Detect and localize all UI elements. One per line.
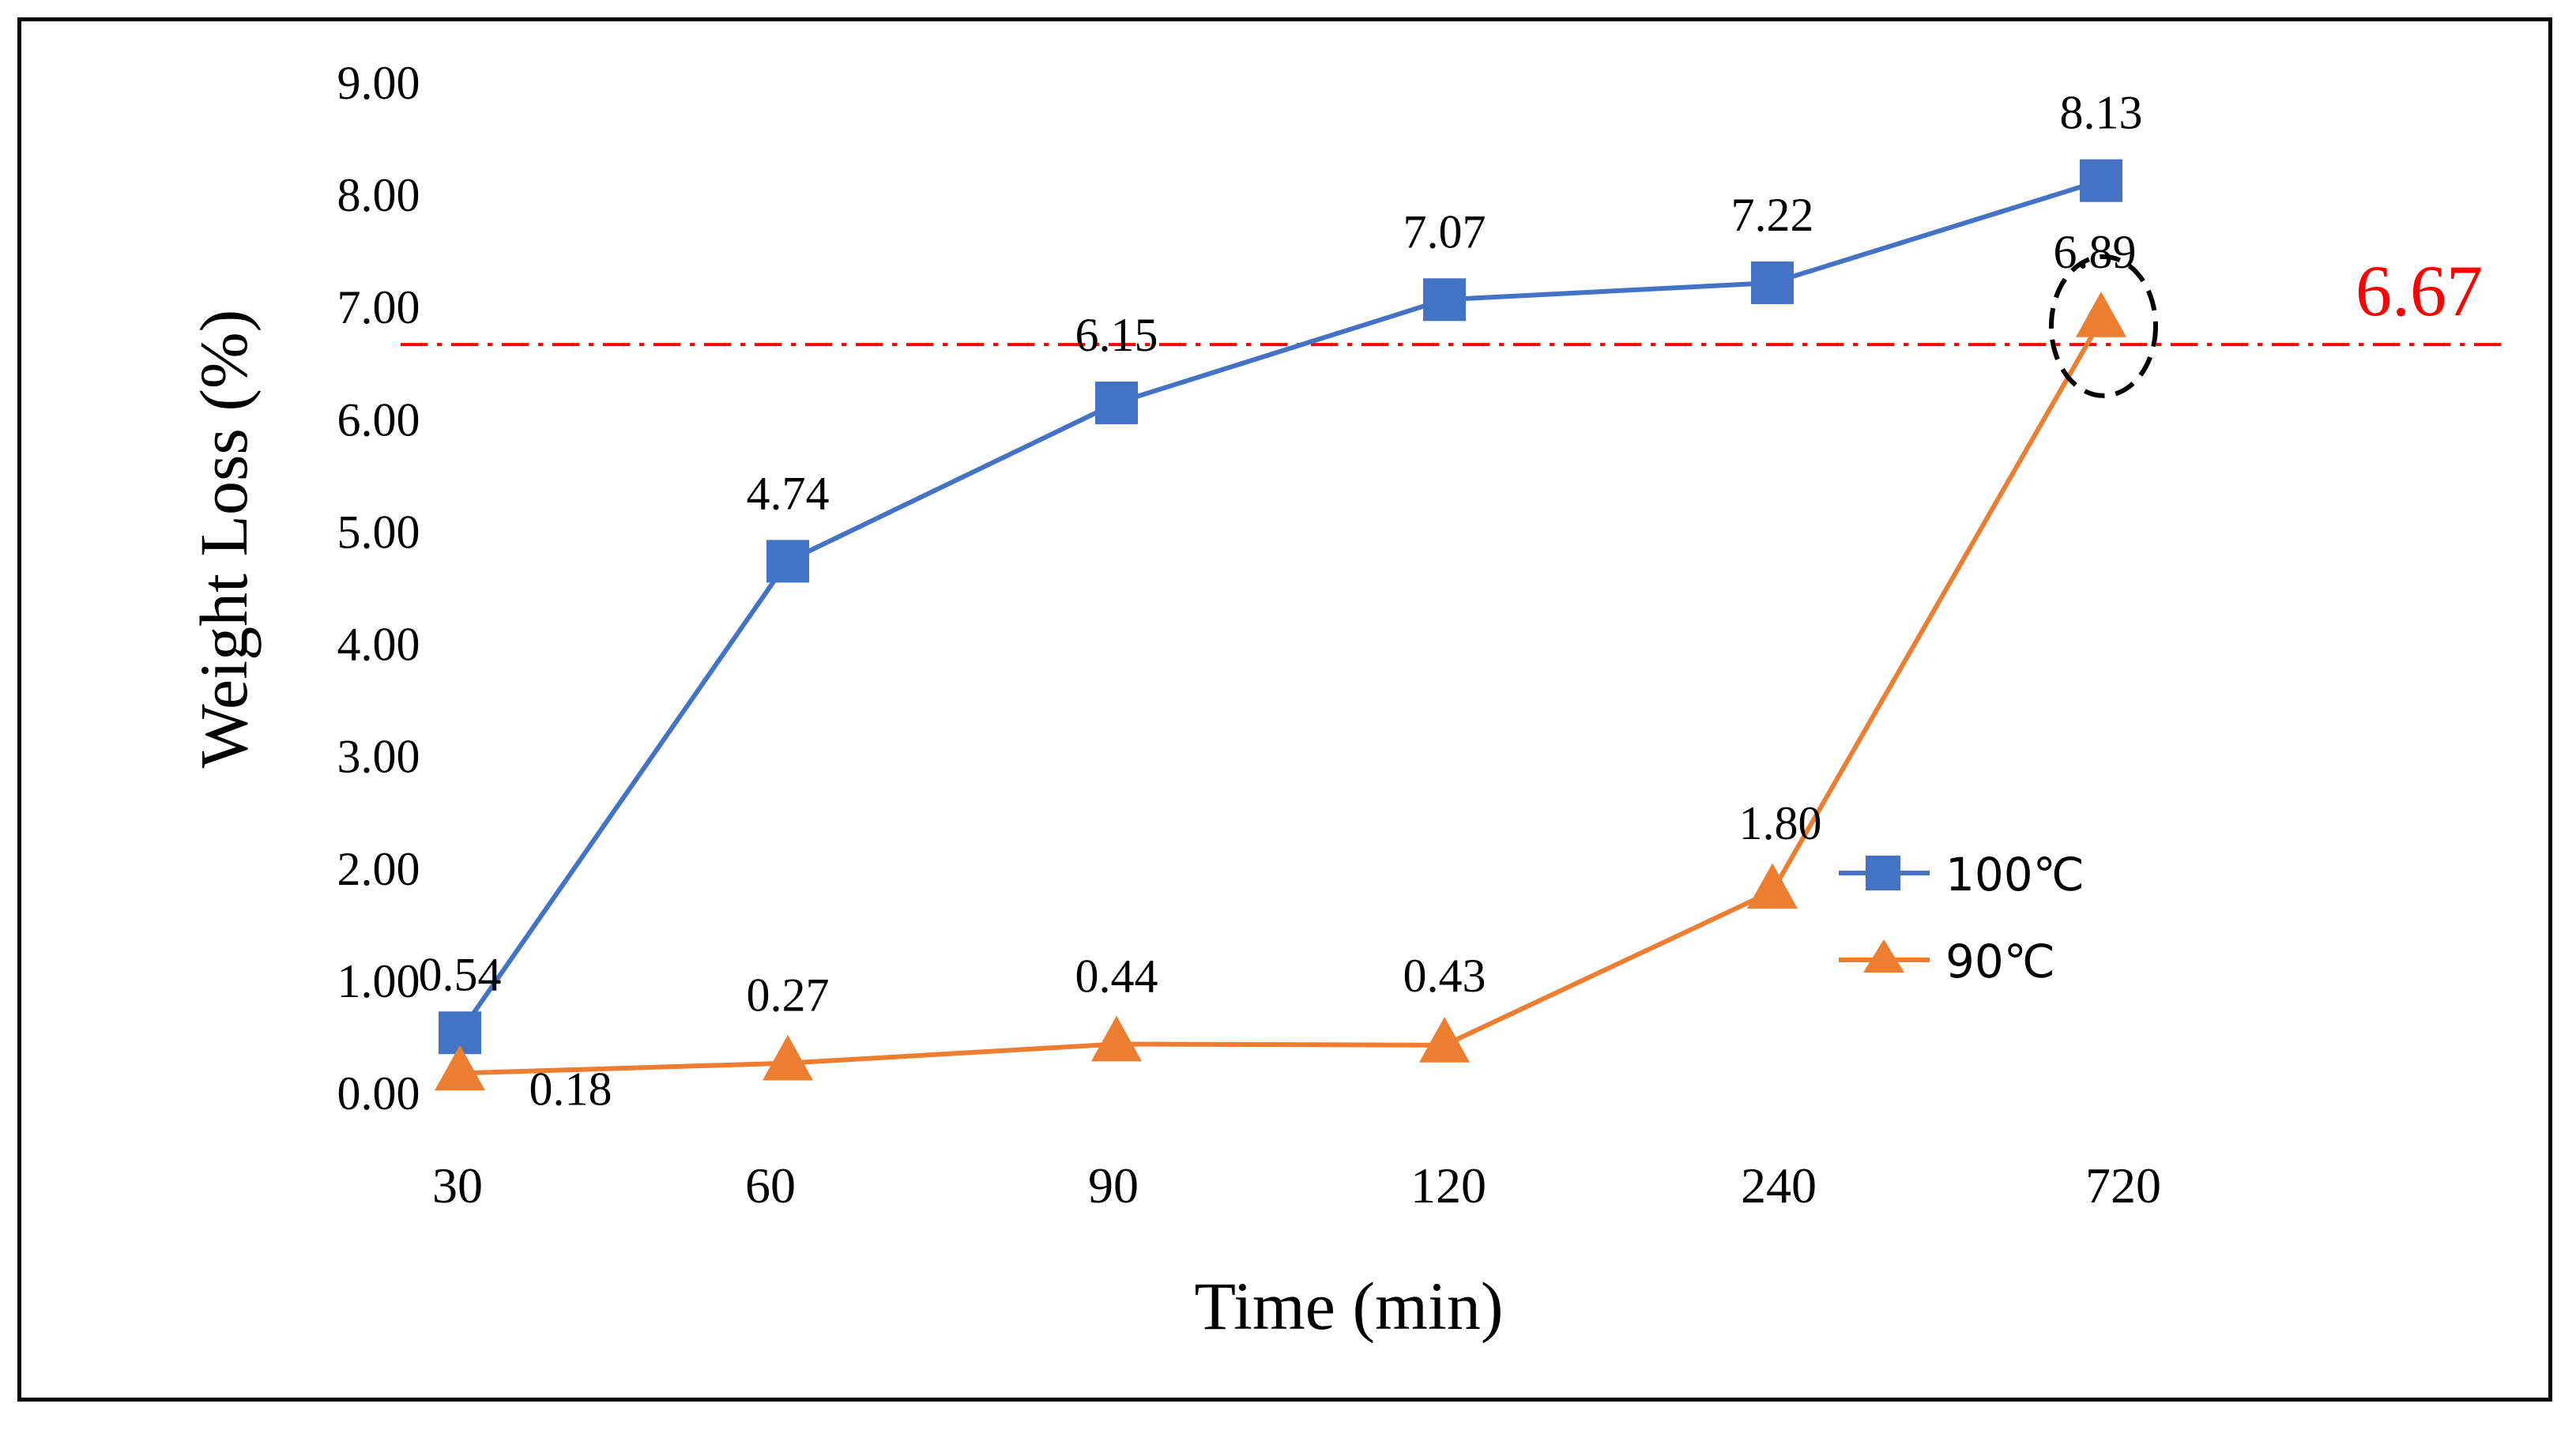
series-1-marker-2 bbox=[1091, 1015, 1142, 1062]
y-tick-label-7: 7.00 bbox=[337, 281, 420, 333]
reference-line-label: 6.67 bbox=[2356, 250, 2483, 331]
series-line-1 bbox=[459, 318, 2103, 1076]
series-1-data-label-4: 1.80 bbox=[1739, 797, 1822, 849]
x-tick-label-0: 30 bbox=[432, 1157, 483, 1214]
series-0-data-label-3: 7.07 bbox=[1403, 205, 1486, 258]
series-0-marker-1 bbox=[766, 540, 809, 583]
x-tick-label-5: 720 bbox=[2085, 1157, 2161, 1214]
series-0-data-label-2: 6.15 bbox=[1075, 309, 1158, 361]
x-axis-title: Time (min) bbox=[1194, 1268, 1503, 1344]
x-tick-label-2: 90 bbox=[1088, 1157, 1139, 1214]
series-0-data-label-5: 8.13 bbox=[2060, 87, 2143, 139]
series-1-marker-4 bbox=[1747, 863, 1798, 909]
legend-label-0: 100℃ bbox=[1945, 848, 2085, 901]
series-0-marker-4 bbox=[1751, 261, 1794, 304]
series-1-data-label-5: 6.89 bbox=[2054, 226, 2137, 278]
x-tick-label-1: 60 bbox=[745, 1157, 796, 1214]
series-0-data-label-1: 4.74 bbox=[747, 467, 830, 519]
y-tick-label-1: 1.00 bbox=[337, 955, 420, 1007]
y-tick-label-4: 4.00 bbox=[337, 619, 420, 671]
y-axis-title: Weight Loss (%) bbox=[186, 310, 262, 769]
series-1-data-label-1: 0.27 bbox=[747, 969, 830, 1022]
legend-label-1: 90℃ bbox=[1945, 935, 2055, 988]
series-1-data-label-0: 0.18 bbox=[529, 1063, 612, 1115]
x-tick-label-3: 120 bbox=[1410, 1157, 1486, 1214]
series-0-data-label-0: 0.54 bbox=[419, 948, 502, 1000]
y-tick-label-0: 0.00 bbox=[337, 1067, 420, 1120]
series-1-marker-3 bbox=[1419, 1017, 1470, 1063]
series-line-0 bbox=[458, 178, 2102, 1034]
y-tick-label-6: 6.00 bbox=[337, 393, 420, 446]
series-1-data-label-2: 0.44 bbox=[1075, 950, 1158, 1002]
series-1-marker-1 bbox=[763, 1034, 813, 1081]
series-0-data-label-4: 7.22 bbox=[1731, 189, 1814, 241]
y-tick-label-2: 2.00 bbox=[337, 843, 420, 895]
highlight-circle bbox=[2049, 254, 2158, 398]
x-tick-label-4: 240 bbox=[1741, 1157, 1817, 1214]
y-tick-label-9: 9.00 bbox=[337, 57, 420, 109]
series-1-marker-5 bbox=[2076, 292, 2126, 337]
series-0-marker-2 bbox=[1095, 382, 1138, 425]
series-0-marker-3 bbox=[1423, 278, 1466, 322]
y-tick-label-5: 5.00 bbox=[337, 506, 420, 558]
line-chart: 6.67 0.54 4.74 6.15 7.07 7.22 8.13 0.18 0.27 0.4… bbox=[186, 57, 2503, 1344]
series-1-marker-0 bbox=[435, 1044, 485, 1091]
legend-marker-1 bbox=[1863, 939, 1904, 973]
y-tick-label-8: 8.00 bbox=[337, 169, 420, 221]
series-1-data-label-3: 0.43 bbox=[1403, 950, 1486, 1002]
series-0-marker-5 bbox=[2080, 159, 2122, 202]
legend-marker-0 bbox=[1866, 856, 1900, 890]
chart-frame: 6.67 0.54 4.74 6.15 7.07 7.22 8.13 0.18 0.27 0.4… bbox=[17, 17, 2552, 1402]
y-tick-label-3: 3.00 bbox=[337, 731, 420, 783]
